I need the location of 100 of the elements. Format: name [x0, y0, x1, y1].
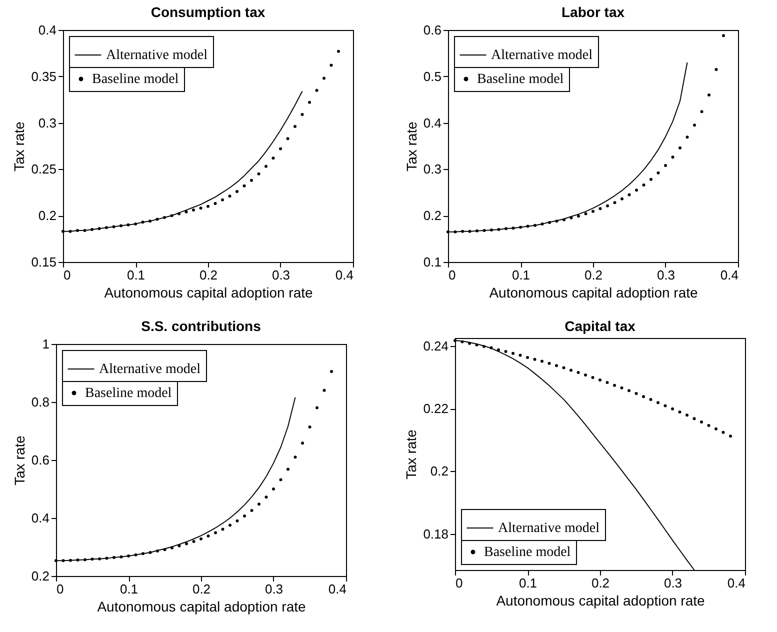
- point: [482, 228, 486, 232]
- point: [620, 386, 624, 390]
- line-series: [62, 90, 303, 232]
- y-tick-label: 0.3: [423, 162, 442, 177]
- legend-label: Baseline model: [85, 386, 172, 401]
- point: [708, 93, 710, 96]
- point: [628, 389, 630, 392]
- y-tick-label: 0.5: [423, 68, 442, 84]
- legend-label: Alternative model: [106, 48, 208, 63]
- point: [576, 370, 580, 374]
- point: [562, 366, 566, 370]
- point: [170, 214, 174, 218]
- point: [120, 555, 123, 558]
- point: [598, 378, 602, 382]
- point: [272, 488, 275, 490]
- y-tick-label: 0.4: [31, 510, 50, 526]
- point: [243, 514, 246, 518]
- point: [300, 112, 304, 116]
- point: [76, 558, 80, 562]
- x-tick-label: 0.4: [328, 582, 346, 596]
- point: [308, 425, 312, 428]
- point: [90, 228, 94, 232]
- point: [570, 368, 572, 372]
- point: [548, 221, 551, 224]
- point: [606, 204, 609, 208]
- y-tick-label: 0.4: [423, 115, 442, 130]
- point: [184, 210, 188, 214]
- point: [62, 230, 64, 233]
- point: [112, 556, 116, 559]
- point: [221, 528, 224, 531]
- point: [512, 352, 514, 355]
- point: [112, 225, 116, 228]
- point: [729, 434, 732, 438]
- x-tick-label: 0: [56, 582, 64, 596]
- point: [68, 230, 72, 233]
- x-tick-label: 0: [456, 576, 463, 590]
- line-series: [448, 62, 688, 232]
- point: [722, 34, 725, 38]
- point: [606, 381, 609, 384]
- point: [185, 542, 188, 546]
- point: [686, 136, 689, 139]
- point: [519, 226, 522, 229]
- point: [178, 544, 181, 548]
- point: [540, 222, 544, 226]
- x-axis-title: Autonomous capital adoption rate: [489, 284, 698, 300]
- point: [584, 374, 587, 376]
- point: [294, 125, 296, 128]
- point: [540, 360, 544, 363]
- point: [577, 214, 580, 218]
- point: [548, 362, 551, 365]
- point: [700, 420, 703, 424]
- point: [90, 558, 94, 561]
- point: [722, 430, 725, 434]
- point: [591, 376, 594, 379]
- chart-title: Labor tax: [561, 4, 625, 20]
- y-tick-label: 0.1: [423, 254, 442, 270]
- chart-title: Consumption tax: [150, 4, 266, 20]
- y-tick-label: 0.3: [38, 115, 56, 130]
- y-tick-label: 0.2: [38, 208, 56, 224]
- y-axis-title: Tax rate: [11, 121, 28, 172]
- point: [279, 147, 282, 150]
- point: [83, 228, 86, 232]
- x-axis-title: Autonomous capital adoption rate: [496, 592, 705, 608]
- point: [322, 388, 326, 392]
- point: [555, 220, 558, 223]
- y-tick-label: 0.15: [31, 254, 56, 270]
- x-tick-label: 0.3: [264, 582, 284, 596]
- point: [518, 354, 522, 357]
- point: [460, 340, 464, 344]
- point: [69, 558, 72, 562]
- y-tick-label: 0.6: [31, 452, 50, 468]
- point: [120, 224, 122, 228]
- y-tick-label: 0.2: [430, 464, 448, 479]
- y-tick-label: 1: [42, 336, 50, 352]
- point: [337, 50, 340, 53]
- point: [286, 468, 290, 471]
- y-tick-label: 0.35: [31, 68, 56, 84]
- point: [200, 537, 202, 540]
- point: [692, 417, 696, 420]
- point: [664, 164, 667, 167]
- point: [534, 224, 536, 227]
- x-tick-label: 0.3: [656, 268, 676, 282]
- y-axis-title: Tax rate: [11, 435, 28, 486]
- point: [105, 226, 108, 230]
- point: [628, 193, 631, 196]
- point: [330, 64, 333, 67]
- point: [98, 227, 101, 230]
- point: [308, 100, 311, 104]
- point: [236, 190, 238, 193]
- x-axis-title: Autonomous capital adoption rate: [104, 284, 313, 300]
- y-tick-label: 0.25: [31, 162, 56, 177]
- point: [468, 230, 472, 233]
- point: [664, 404, 667, 408]
- point: [178, 212, 180, 216]
- point: [678, 410, 682, 414]
- point: [700, 110, 704, 114]
- x-tick-label: 0.2: [199, 268, 218, 282]
- point: [497, 348, 500, 352]
- x-tick-label: 0.2: [192, 582, 211, 596]
- point: [642, 395, 645, 398]
